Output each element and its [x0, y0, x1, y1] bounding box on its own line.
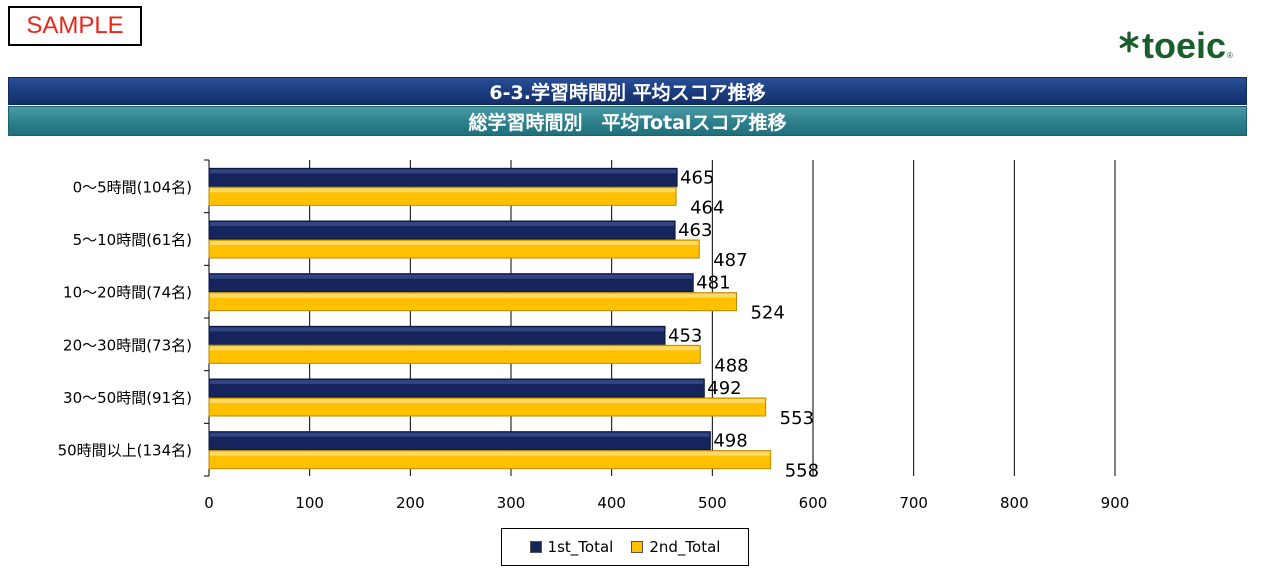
- legend-item-1st: 1st_Total: [529, 538, 614, 556]
- x-tick-label-900: 900: [1101, 494, 1130, 512]
- sample-stamp: SAMPLE: [8, 6, 142, 46]
- x-tick-label-500: 500: [698, 494, 727, 512]
- category-label: 5～10時間(61名): [73, 231, 192, 249]
- x-tick-label-400: 400: [597, 494, 626, 512]
- registered-mark: ®: [1227, 50, 1233, 60]
- bar-highlight-1st_Total-5: [210, 432, 710, 437]
- bar-highlight-2nd_Total-4: [210, 399, 765, 403]
- data-label-1st_Total-2: 481: [696, 273, 730, 294]
- category-label: 30～50時間(91名): [63, 389, 192, 407]
- data-label-2nd_Total-0: 464: [690, 197, 724, 218]
- toeic-logo: toeic ®: [1118, 24, 1258, 68]
- data-label-2nd_Total-2: 524: [750, 303, 784, 324]
- bar-highlight-1st_Total-4: [210, 380, 704, 384]
- bar-highlight-2nd_Total-5: [210, 451, 770, 456]
- category-label: 20～30時間(73名): [63, 336, 192, 354]
- bar-highlight-2nd_Total-0: [210, 188, 676, 193]
- data-label-1st_Total-3: 453: [668, 325, 702, 346]
- logo-text: toeic: [1142, 25, 1227, 66]
- category-label: 10～20時間(74名): [63, 284, 192, 302]
- legend-label-2nd: 2nd_Total: [649, 538, 721, 556]
- data-label-2nd_Total-1: 487: [713, 250, 747, 271]
- x-tick-label-800: 800: [1000, 494, 1029, 512]
- legend-swatch-2nd: [631, 541, 644, 553]
- asterisk-icon: [1119, 31, 1139, 53]
- chart-title: 総学習時間別 平均Totalスコア推移: [8, 106, 1247, 136]
- x-tick-label-0: 0: [204, 494, 214, 512]
- data-label-1st_Total-5: 498: [713, 431, 747, 452]
- data-label-2nd_Total-5: 558: [785, 461, 819, 482]
- data-label-2nd_Total-4: 553: [780, 408, 814, 429]
- legend-item-2nd: 2nd_Total: [631, 538, 720, 556]
- data-label-2nd_Total-3: 488: [714, 355, 748, 376]
- page-title: 6-3.学習時間別 平均スコア推移: [8, 77, 1247, 105]
- x-tick-label-300: 300: [497, 494, 526, 512]
- data-label-1st_Total-0: 465: [680, 167, 714, 188]
- x-tick-label-200: 200: [396, 494, 425, 512]
- bar-highlight-2nd_Total-1: [210, 241, 699, 245]
- x-tick-label-700: 700: [899, 494, 928, 512]
- data-label-1st_Total-4: 492: [707, 378, 741, 399]
- legend-swatch-1st: [529, 541, 542, 553]
- x-tick-label-600: 600: [799, 494, 828, 512]
- bar-highlight-2nd_Total-2: [210, 293, 736, 298]
- bar-highlight-1st_Total-1: [210, 222, 675, 226]
- legend: 1st_Total 2nd_Total: [501, 528, 749, 566]
- legend-label-1st: 1st_Total: [547, 538, 614, 556]
- bar-highlight-1st_Total-2: [210, 274, 693, 279]
- x-tick-label-100: 100: [295, 494, 324, 512]
- bar-highlight-1st_Total-0: [210, 169, 677, 174]
- category-label: 50時間以上(134名): [58, 442, 192, 460]
- data-label-1st_Total-1: 463: [678, 220, 712, 241]
- category-label: 0～5時間(104名): [73, 178, 192, 196]
- bar-highlight-1st_Total-3: [210, 327, 665, 332]
- bar-highlight-2nd_Total-3: [210, 346, 700, 351]
